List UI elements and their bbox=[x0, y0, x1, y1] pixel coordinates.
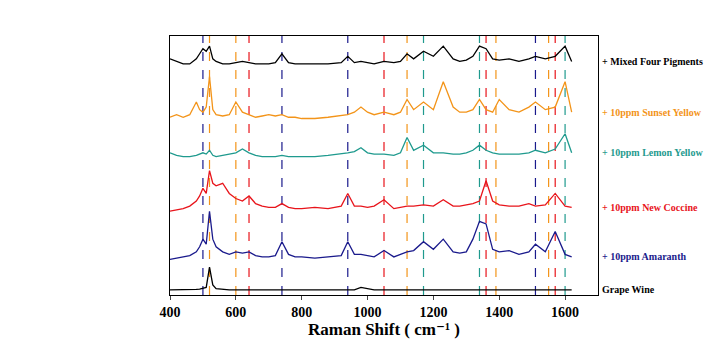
svg-text:1400: 1400 bbox=[485, 305, 513, 320]
svg-text:+ 10ppm Amaranth: + 10ppm Amaranth bbox=[602, 251, 686, 262]
svg-text:Grape Wine: Grape Wine bbox=[602, 284, 655, 295]
svg-text:+ 10ppm Lemon Yellow: + 10ppm Lemon Yellow bbox=[602, 147, 703, 158]
svg-text:800: 800 bbox=[291, 305, 312, 320]
svg-text:Raman Shift ( cm⁻¹ ): Raman Shift ( cm⁻¹ ) bbox=[308, 320, 460, 339]
svg-text:+ 10ppm New Coccine: + 10ppm New Coccine bbox=[602, 202, 698, 213]
svg-text:+ 10ppm Sunset Yellow: + 10ppm Sunset Yellow bbox=[602, 107, 702, 118]
svg-text:1200: 1200 bbox=[419, 305, 447, 320]
svg-text:1600: 1600 bbox=[551, 305, 579, 320]
svg-text:1000: 1000 bbox=[354, 305, 382, 320]
svg-text:+ Mixed Four Pigments: + Mixed Four Pigments bbox=[602, 56, 703, 67]
svg-text:600: 600 bbox=[225, 305, 246, 320]
svg-text:400: 400 bbox=[160, 305, 181, 320]
